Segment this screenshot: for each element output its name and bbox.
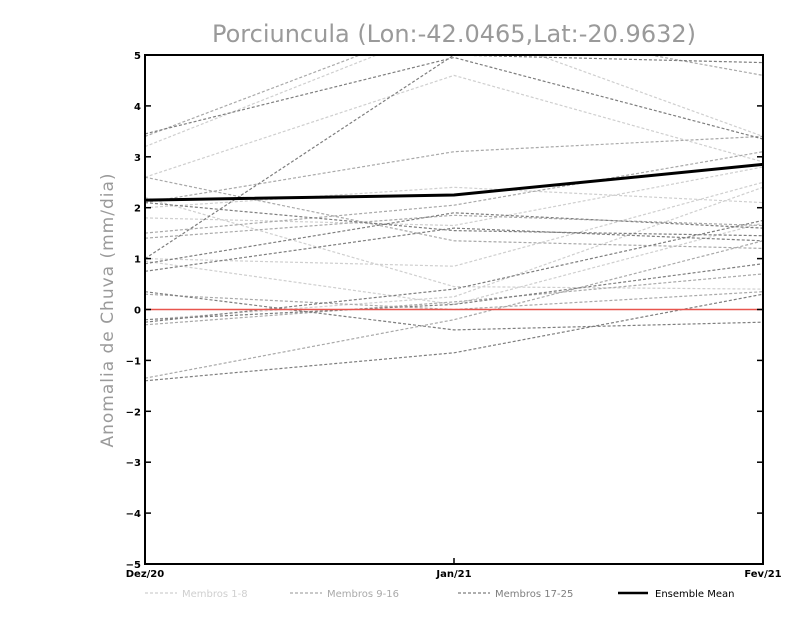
ensemble-mean-line <box>145 162 763 202</box>
x-tick-label: Jan/21 <box>435 569 471 580</box>
member-line <box>145 291 763 331</box>
chart-title: Porciuncula (Lon:-42.0465,Lat:-20.9632) <box>212 20 696 48</box>
member-line <box>145 181 763 267</box>
legend: Membros 1-8 Membros 9-16 Membros 17-25 Ense… <box>145 589 734 600</box>
member-line <box>145 202 763 237</box>
y-tick-label: −3 <box>126 458 141 469</box>
member-line <box>145 56 763 140</box>
y-tick-label: 2 <box>134 204 141 215</box>
legend-label: Membros 9-16 <box>327 589 399 600</box>
member-line <box>145 55 763 137</box>
member-line <box>145 273 763 326</box>
member-line <box>145 293 763 382</box>
y-tick-label: 5 <box>134 51 141 62</box>
y-tick-label: −1 <box>126 356 141 367</box>
mean-layer <box>145 162 763 202</box>
member-line <box>145 227 763 272</box>
y-tick-label: 4 <box>134 102 141 113</box>
y-axis-label: Anomalia de Chuva (mm/dia) <box>98 172 118 447</box>
member-line <box>145 176 763 249</box>
legend-label: Ensemble Mean <box>655 589 734 600</box>
member-line <box>145 222 763 306</box>
member-line <box>145 74 763 178</box>
member-line <box>145 55 763 260</box>
member-line <box>145 291 763 311</box>
x-ticks: Dez/20 Jan/21 Fev/21 <box>126 558 782 580</box>
legend-label: Membros 17-25 <box>495 589 573 600</box>
y-tick-label: 0 <box>134 306 141 317</box>
member-line <box>145 186 763 321</box>
y-tick-label: −2 <box>126 407 141 418</box>
member-line <box>145 263 763 321</box>
member-line <box>145 240 763 379</box>
series-layer <box>145 55 763 382</box>
x-tick-label: Dez/20 <box>126 569 165 580</box>
member-line <box>145 219 763 323</box>
member-line <box>145 186 763 209</box>
legend-label: Membros 1-8 <box>182 589 248 600</box>
member-line <box>145 151 763 234</box>
y-tick-label: 3 <box>134 153 141 164</box>
y-tick-label: −5 <box>126 560 141 571</box>
y-tick-label: 1 <box>134 255 141 266</box>
y-ticks: −5 −4 −3 −2 −1 0 1 2 3 4 5 <box>126 51 763 571</box>
x-tick-label: Fev/21 <box>744 569 781 580</box>
member-line <box>145 55 763 148</box>
y-tick-label: −4 <box>126 509 141 520</box>
member-line <box>145 214 763 239</box>
member-line <box>145 196 763 290</box>
